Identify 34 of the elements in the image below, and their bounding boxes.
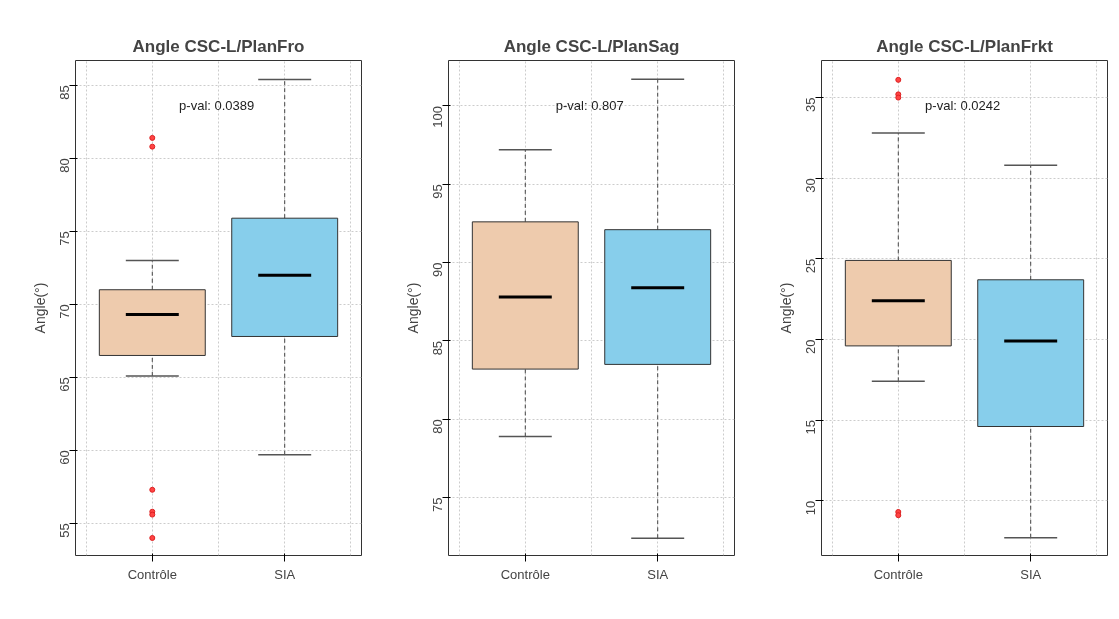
- y-tick-label: 80: [57, 158, 72, 173]
- y-tick-label: 75: [430, 497, 445, 512]
- x-tick-label: Contrôle: [500, 566, 550, 582]
- y-tick-label: 85: [430, 340, 445, 356]
- y-axis-title: Angle(°): [404, 282, 421, 334]
- x-tick-label: Contrôle: [127, 566, 177, 582]
- y-tick-label: 30: [803, 178, 818, 193]
- y-tick-label: 55: [57, 523, 72, 538]
- y-tick-label: 80: [430, 419, 445, 434]
- y-axis-title: Angle(°): [31, 282, 48, 334]
- y-tick-label: 60: [57, 450, 72, 465]
- annotation: p-val: 0.0389: [179, 97, 255, 113]
- chart-title: Angle CSC-L/PlanSag: [503, 36, 680, 56]
- y-axis-title: Angle(°): [777, 282, 794, 334]
- chart-title: Angle CSC-L/PlanFrkt: [876, 36, 1054, 56]
- x-tick-label: SIA: [1020, 566, 1042, 582]
- annotation: p-val: 0.0242: [925, 97, 1001, 113]
- y-tick-label: 85: [57, 85, 72, 100]
- y-tick-label: 100: [430, 105, 445, 128]
- y-tick-label: 95: [430, 184, 445, 199]
- chart-title: Angle CSC-L/PlanFro: [132, 36, 305, 56]
- annotation: p-val: 0.807: [555, 97, 624, 113]
- y-tick-label: 15: [803, 420, 818, 435]
- y-tick-label: 20: [803, 339, 818, 354]
- x-tick-label: Contrôle: [873, 566, 923, 582]
- y-tick-label: 25: [803, 258, 818, 274]
- x-tick-label: SIA: [274, 566, 296, 582]
- y-tick-label: 90: [430, 262, 445, 278]
- y-tick-label: 70: [57, 304, 72, 319]
- y-tick-label: 35: [803, 97, 818, 113]
- y-tick-label: 75: [57, 231, 72, 246]
- y-tick-label: 65: [57, 377, 72, 392]
- y-tick-label: 10: [803, 500, 818, 516]
- x-tick-label: SIA: [647, 566, 669, 582]
